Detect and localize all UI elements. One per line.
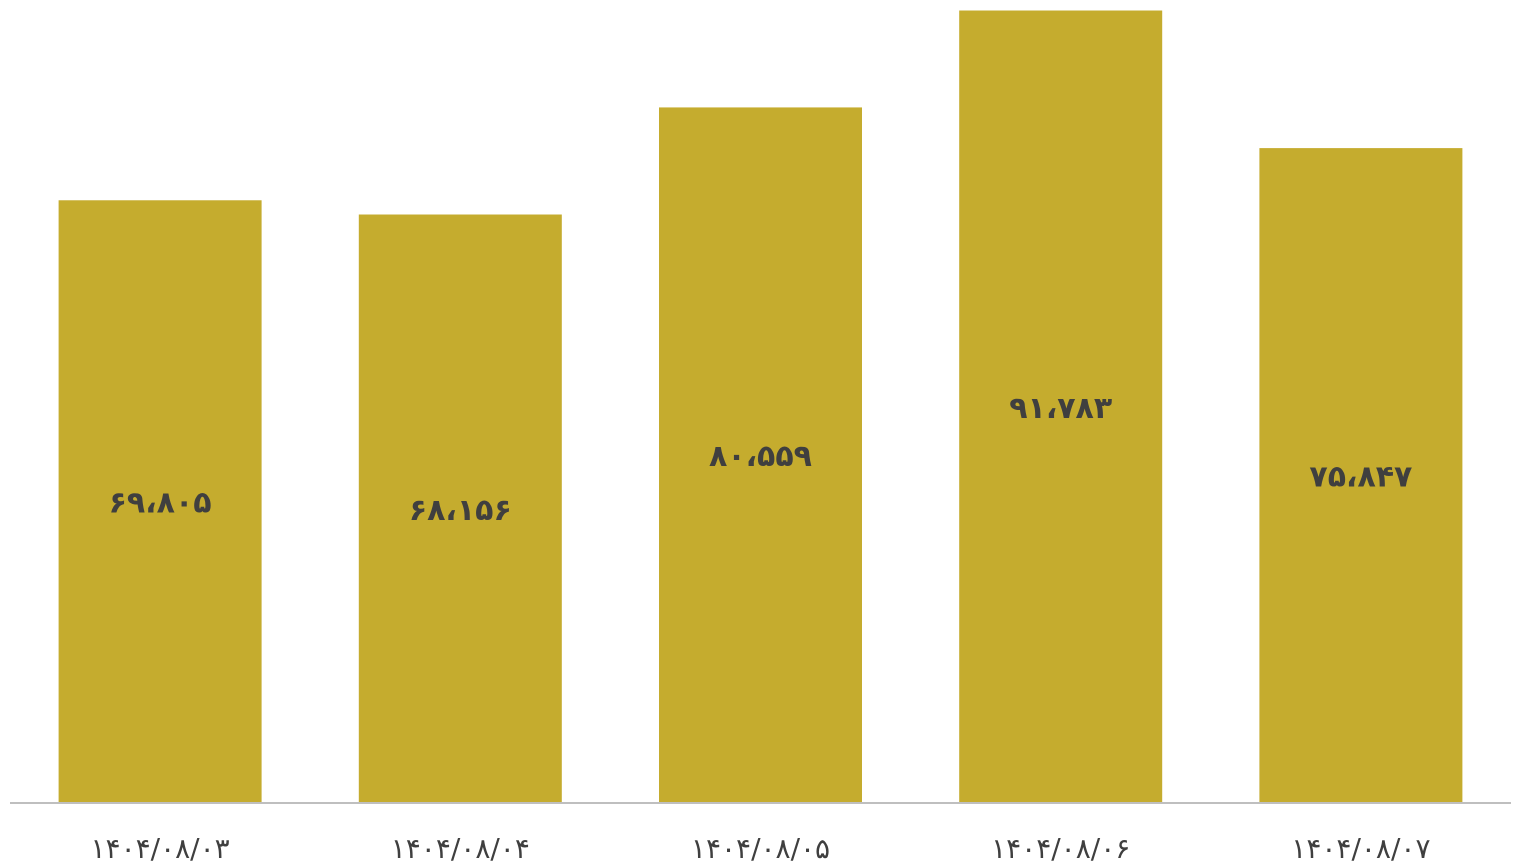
x-tick-labels-group: ۱۴۰۴/۰۸/۰۳ ۱۴۰۴/۰۸/۰۴ ۱۴۰۴/۰۸/۰۵ ۱۴۰۴/۰۸/۰۶… bbox=[91, 832, 1431, 862]
x-tick-label-4: ۱۴۰۴/۰۸/۰۶ bbox=[991, 832, 1130, 862]
x-tick-label-3: ۱۴۰۴/۰۸/۰۵ bbox=[691, 832, 830, 862]
bar-value-label-1: ۶۹،۸۰۵ bbox=[109, 486, 212, 521]
bar-value-label-4: ۹۱،۷۸۳ bbox=[1009, 391, 1112, 426]
x-tick-label-2: ۱۴۰۴/۰۸/۰۴ bbox=[391, 832, 530, 862]
bar-labels-group: ۶۹،۸۰۵ ۶۸،۱۵۶ ۸۰،۵۵۹ ۹۱،۷۸۳ ۷۵،۸۴۷ bbox=[109, 391, 1413, 528]
x-tick-label-5: ۱۴۰۴/۰۸/۰۷ bbox=[1291, 832, 1430, 862]
bar-1 bbox=[58, 200, 262, 804]
x-tick-label-1: ۱۴۰۴/۰۸/۰۳ bbox=[91, 832, 230, 862]
bar-5 bbox=[1259, 148, 1463, 803]
bar-value-label-2: ۶۸،۱۵۶ bbox=[409, 493, 512, 528]
bar-value-label-5: ۷۵،۸۴۷ bbox=[1309, 460, 1412, 495]
bar-value-label-3: ۸۰،۵۵۹ bbox=[709, 439, 812, 474]
bar-3 bbox=[659, 107, 862, 804]
bar-2 bbox=[358, 214, 562, 803]
bar-4 bbox=[959, 10, 1163, 804]
bars-group bbox=[58, 10, 1463, 804]
